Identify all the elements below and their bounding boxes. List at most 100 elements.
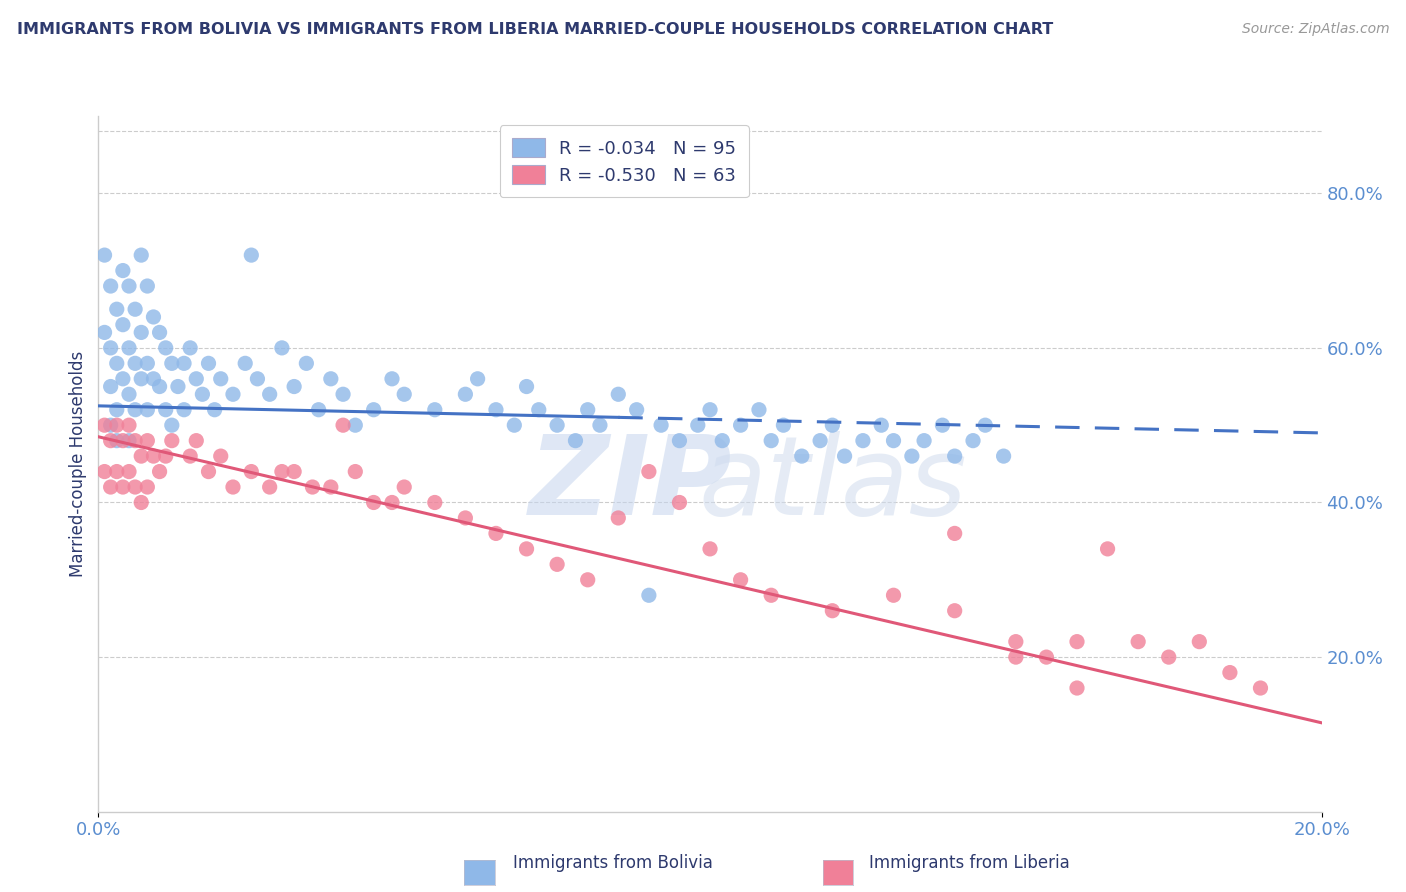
- Point: [931, 418, 953, 433]
- Point: [100, 480, 122, 494]
- Point: [564, 434, 586, 448]
- Point: [100, 418, 122, 433]
- Text: ZIP: ZIP: [529, 431, 733, 538]
- Point: [124, 356, 146, 370]
- Point: [93, 326, 115, 340]
- Point: [136, 434, 159, 448]
- Point: [149, 465, 172, 479]
- Point: [155, 402, 177, 417]
- Point: [1188, 634, 1211, 648]
- Point: [576, 573, 599, 587]
- Point: [423, 495, 446, 509]
- Point: [118, 465, 141, 479]
- Point: [699, 402, 721, 417]
- Point: [136, 279, 159, 293]
- Point: [821, 418, 844, 433]
- Text: atlas: atlas: [697, 431, 967, 538]
- Point: [1066, 681, 1088, 695]
- Point: [160, 418, 183, 433]
- Point: [209, 449, 232, 463]
- Point: [105, 402, 128, 417]
- Point: [730, 418, 752, 433]
- Point: [1004, 650, 1026, 665]
- Point: [637, 465, 661, 479]
- Point: [485, 526, 508, 541]
- Point: [173, 402, 195, 417]
- Point: [1157, 650, 1180, 665]
- Point: [136, 402, 159, 417]
- Point: [222, 387, 245, 401]
- Point: [772, 418, 794, 433]
- Point: [270, 465, 292, 479]
- Point: [142, 449, 165, 463]
- Point: [160, 356, 183, 370]
- Point: [319, 480, 342, 494]
- Point: [142, 310, 165, 324]
- Point: [546, 558, 568, 572]
- Point: [759, 588, 782, 602]
- Point: [1249, 681, 1271, 695]
- Point: [100, 279, 122, 293]
- Point: [589, 418, 612, 433]
- Point: [1035, 650, 1057, 665]
- Point: [129, 248, 152, 262]
- Point: [222, 480, 245, 494]
- Point: [363, 495, 385, 509]
- Point: [870, 418, 893, 433]
- Point: [283, 465, 305, 479]
- Point: [100, 434, 122, 448]
- Point: [111, 480, 134, 494]
- Point: [124, 480, 146, 494]
- Point: [93, 418, 115, 433]
- Point: [149, 379, 172, 393]
- Point: [129, 372, 152, 386]
- Point: [821, 604, 844, 618]
- Point: [129, 495, 152, 509]
- Point: [808, 434, 831, 448]
- Point: [699, 541, 721, 556]
- Point: [607, 511, 630, 525]
- Point: [124, 302, 146, 317]
- Point: [503, 418, 526, 433]
- Legend: R = -0.034   N = 95, R = -0.530   N = 63: R = -0.034 N = 95, R = -0.530 N = 63: [499, 125, 749, 197]
- Point: [100, 341, 122, 355]
- Point: [118, 418, 141, 433]
- Point: [191, 387, 214, 401]
- Point: [516, 541, 538, 556]
- Point: [626, 402, 648, 417]
- Point: [186, 434, 208, 448]
- Point: [748, 402, 770, 417]
- Point: [105, 465, 128, 479]
- Point: [105, 434, 128, 448]
- Point: [270, 341, 292, 355]
- Point: [124, 402, 146, 417]
- Point: [381, 372, 404, 386]
- Point: [197, 465, 219, 479]
- Point: [1128, 634, 1150, 648]
- Point: [943, 526, 966, 541]
- Point: [111, 318, 134, 332]
- Point: [111, 372, 134, 386]
- Point: [1097, 541, 1119, 556]
- Point: [118, 387, 141, 401]
- Point: [136, 356, 159, 370]
- Point: [100, 379, 122, 393]
- Point: [962, 434, 984, 448]
- Point: [1219, 665, 1241, 680]
- Point: [883, 434, 905, 448]
- Point: [576, 402, 599, 417]
- Point: [308, 402, 330, 417]
- Point: [650, 418, 672, 433]
- Point: [124, 434, 146, 448]
- Point: [527, 402, 550, 417]
- Point: [240, 465, 263, 479]
- Point: [259, 387, 281, 401]
- Point: [852, 434, 875, 448]
- Point: [730, 573, 752, 587]
- Point: [105, 302, 128, 317]
- Point: [167, 379, 190, 393]
- Point: [93, 465, 115, 479]
- Point: [105, 418, 128, 433]
- Point: [160, 434, 183, 448]
- Point: [136, 480, 159, 494]
